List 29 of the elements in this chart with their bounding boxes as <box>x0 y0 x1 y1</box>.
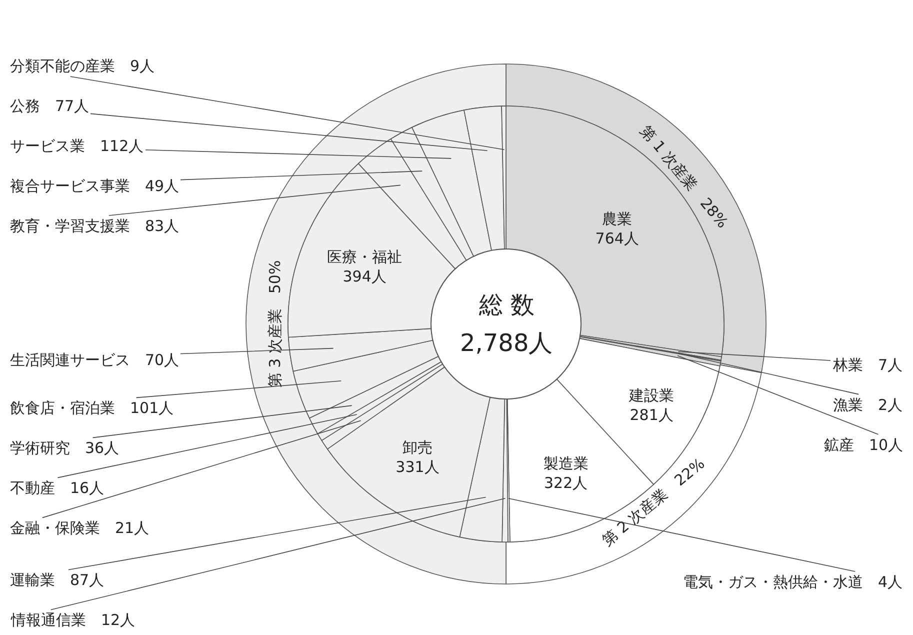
slice-label: 金融・保険業 21人 <box>10 519 150 537</box>
slice-label: 電気・ガス・熱供給・水道 4人 <box>683 573 903 591</box>
slice-label: 第 3 次産業 50% <box>266 260 284 388</box>
slice-label: 運輸業 87人 <box>10 571 104 589</box>
slice-label: 学術研究 36人 <box>10 439 120 457</box>
text: 2,788人 <box>460 329 553 357</box>
slice-label: 卸売 <box>402 438 432 456</box>
text: 総 数 <box>478 291 535 319</box>
slice-label: 分類不能の産業 9人 <box>10 57 155 75</box>
slice-label: 鉱産 10人 <box>824 436 904 454</box>
data-label: 281人 <box>630 406 674 424</box>
data-label: 764人 <box>595 229 639 248</box>
slice-label: 漁業 2人 <box>833 396 903 414</box>
slice-label: 情報通信業 12人 <box>10 611 136 629</box>
slice-label: 不動産 16人 <box>10 479 104 497</box>
data-label: 394人 <box>342 268 386 286</box>
data-label: 322人 <box>544 474 588 492</box>
slice-label: 建設業 <box>628 386 674 404</box>
slice-label: 複合サービス事業 49人 <box>10 177 180 195</box>
data-label: 331人 <box>396 458 440 476</box>
slice-label: 林業 7人 <box>832 356 903 374</box>
slice-label: 生活関連サービス 70人 <box>10 351 180 369</box>
slice-label: 農業 <box>602 210 632 228</box>
slice-label: 医療・福祉 <box>327 248 402 266</box>
slice-label: 製造業 <box>543 454 588 473</box>
slice-label: 公務 77人 <box>10 97 90 115</box>
slice-label: 飲食店・宿泊業 101人 <box>10 399 174 417</box>
slice-label: サービス業 112人 <box>10 137 144 155</box>
slice-label: 教育・学習支援業 83人 <box>10 217 180 235</box>
